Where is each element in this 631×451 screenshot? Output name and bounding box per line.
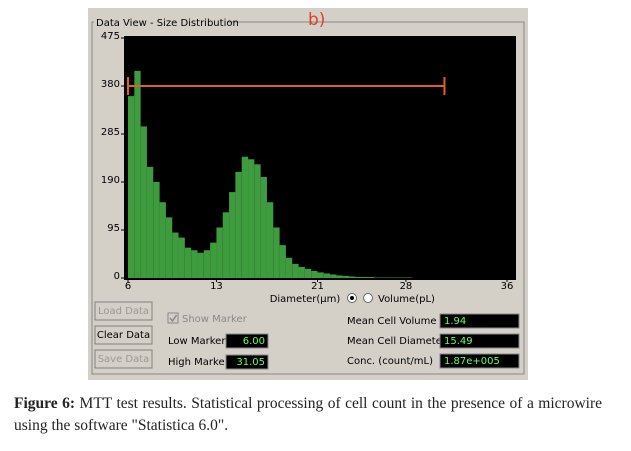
radio-volume[interactable]	[363, 293, 373, 303]
stat-box	[439, 353, 520, 369]
bar	[191, 250, 198, 278]
high-marker-label: High Marker	[168, 357, 230, 368]
x-tick-label: 28	[400, 281, 413, 292]
plot	[127, 70, 446, 279]
checkbox-label: Show Marker	[182, 314, 248, 325]
bar	[386, 277, 394, 278]
bar	[146, 166, 154, 278]
bar	[393, 277, 400, 278]
bar	[374, 277, 381, 278]
group-title: Data View - Size Distribution	[96, 18, 239, 29]
bar	[241, 156, 249, 278]
high-marker-box[interactable]	[225, 354, 269, 370]
bar	[355, 276, 362, 278]
panel-label: b)	[308, 10, 325, 30]
radio-label: Volume(pL)	[378, 294, 435, 305]
bar	[285, 257, 293, 278]
y-tick-label: 95	[107, 223, 120, 234]
bar	[266, 202, 274, 278]
bar	[311, 270, 318, 278]
low-marker-value: 6.00	[243, 336, 265, 347]
button[interactable]	[94, 325, 153, 345]
bar	[361, 276, 369, 278]
bar	[140, 126, 147, 278]
y-tick-label: 285	[101, 127, 120, 138]
x-axis-label: Diameter(µm)	[270, 294, 341, 305]
stat-value: 15.49	[444, 336, 473, 347]
checkbox[interactable]	[167, 312, 179, 324]
bar	[292, 263, 299, 278]
button[interactable]	[94, 301, 153, 321]
stat-label: Conc. (count/mL)	[347, 356, 433, 367]
stat-box	[439, 333, 520, 349]
bar	[203, 250, 211, 278]
bar	[184, 247, 192, 278]
bar	[178, 237, 185, 278]
bar	[279, 245, 286, 278]
plot-area	[124, 36, 516, 280]
bar	[254, 164, 261, 278]
bar	[229, 192, 236, 278]
bar	[197, 252, 204, 278]
bar	[317, 272, 324, 278]
bar	[368, 276, 375, 278]
stats: Mean Cell Volume 1.94 Mean Cell Diameter15…	[347, 313, 520, 369]
low-marker-box[interactable]	[225, 333, 269, 349]
bar	[349, 276, 356, 278]
high-marker-value: 31.05	[236, 357, 265, 368]
button-label: Save Data	[98, 354, 150, 365]
bar	[128, 96, 135, 279]
caption-text: MTT test results. Statistical processing…	[14, 395, 603, 434]
low-marker-label: Low Marker	[168, 336, 226, 347]
bar	[172, 232, 179, 278]
group-title-bg	[94, 16, 228, 28]
bar	[248, 159, 255, 278]
bar	[399, 277, 406, 278]
y-tick-label: 190	[101, 175, 120, 186]
bar	[304, 268, 312, 278]
button[interactable]	[94, 349, 153, 369]
bar	[134, 70, 141, 278]
bar	[380, 277, 387, 278]
bar	[298, 266, 305, 278]
bar	[405, 277, 413, 278]
button-label: Clear Data	[97, 330, 150, 341]
bar	[273, 227, 280, 278]
bar	[159, 202, 166, 278]
group-box	[91, 21, 525, 375]
screenshot: Data View - Size Distribution b) Diamete…	[88, 8, 528, 380]
caption: Figure 6: MTT test results. Statistical …	[14, 393, 602, 437]
x-tick-label: 6	[125, 281, 131, 292]
stat-label: Mean Cell Diameter	[347, 336, 447, 347]
check-mark	[169, 314, 178, 323]
x-tick-label: 13	[210, 281, 223, 292]
bar	[260, 176, 267, 278]
bar	[330, 274, 337, 278]
bar	[235, 171, 242, 278]
x-tick-label: 36	[501, 281, 514, 292]
bar	[222, 212, 230, 278]
bar	[323, 273, 331, 278]
bar	[153, 182, 160, 278]
bar	[216, 227, 223, 278]
bar	[342, 275, 350, 278]
stat-box	[439, 313, 520, 329]
y-tick-label: 0	[114, 271, 120, 282]
button-label: Load Data	[98, 306, 149, 317]
stat-value: 1.87e+005	[444, 356, 500, 367]
stat-value: 1.94	[444, 316, 466, 327]
buttons: Load Data Clear Data Save Data	[94, 301, 153, 369]
y-tick-label: 475	[101, 31, 120, 42]
caption-label: Figure 6:	[14, 395, 76, 412]
bar	[336, 275, 343, 278]
radio-dot	[350, 296, 354, 300]
bar	[165, 217, 173, 278]
x-tick-label: 21	[311, 281, 324, 292]
y-tick-label: 380	[101, 79, 120, 90]
stat-label: Mean Cell Volume	[347, 316, 437, 327]
bar	[210, 242, 217, 278]
